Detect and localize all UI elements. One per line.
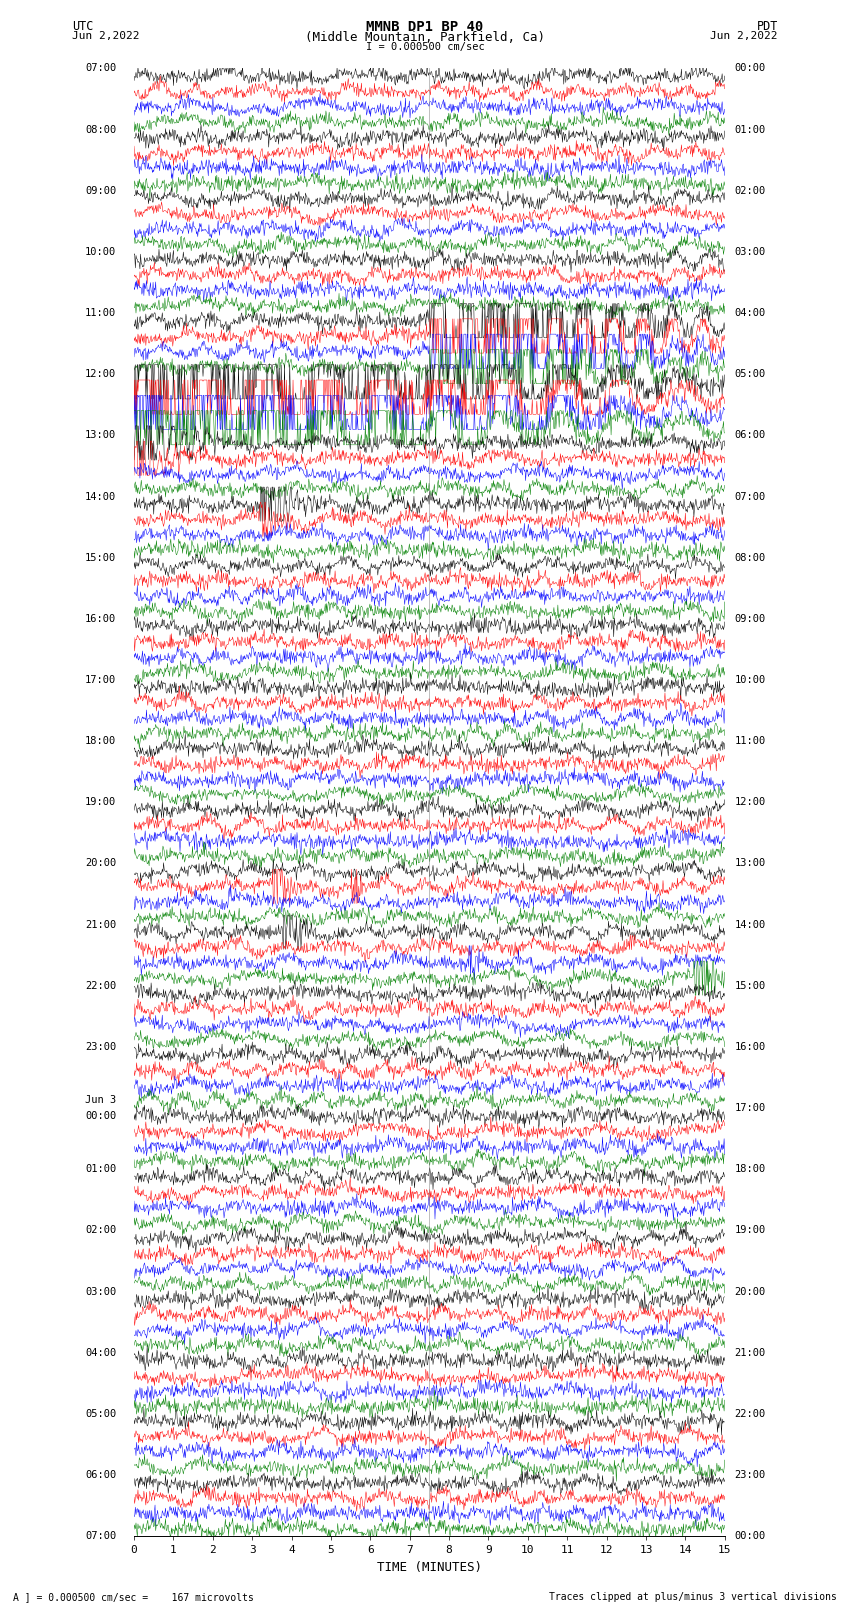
Text: 10:00: 10:00 xyxy=(734,674,766,686)
Text: 04:00: 04:00 xyxy=(734,308,766,318)
Text: 17:00: 17:00 xyxy=(85,674,116,686)
Text: 16:00: 16:00 xyxy=(734,1042,766,1052)
Text: 05:00: 05:00 xyxy=(85,1408,116,1419)
Text: 16:00: 16:00 xyxy=(85,615,116,624)
Text: 00:00: 00:00 xyxy=(734,1531,766,1542)
Text: 19:00: 19:00 xyxy=(734,1226,766,1236)
Text: 23:00: 23:00 xyxy=(734,1469,766,1481)
Text: 07:00: 07:00 xyxy=(85,63,116,73)
Text: 15:00: 15:00 xyxy=(85,553,116,563)
X-axis label: TIME (MINUTES): TIME (MINUTES) xyxy=(377,1561,482,1574)
Text: UTC: UTC xyxy=(72,19,94,34)
Text: 01:00: 01:00 xyxy=(85,1165,116,1174)
Text: 20:00: 20:00 xyxy=(734,1287,766,1297)
Text: 17:00: 17:00 xyxy=(734,1103,766,1113)
Text: 08:00: 08:00 xyxy=(85,124,116,134)
Text: 02:00: 02:00 xyxy=(734,185,766,195)
Text: 23:00: 23:00 xyxy=(85,1042,116,1052)
Text: 00:00: 00:00 xyxy=(85,1111,116,1121)
Text: 13:00: 13:00 xyxy=(734,858,766,868)
Text: Traces clipped at plus/minus 3 vertical divisions: Traces clipped at plus/minus 3 vertical … xyxy=(549,1592,837,1602)
Text: 09:00: 09:00 xyxy=(85,185,116,195)
Text: 19:00: 19:00 xyxy=(85,797,116,806)
Text: Jun 2,2022: Jun 2,2022 xyxy=(72,31,139,40)
Text: 04:00: 04:00 xyxy=(85,1348,116,1358)
Text: 06:00: 06:00 xyxy=(734,431,766,440)
Text: 14:00: 14:00 xyxy=(85,492,116,502)
Text: 02:00: 02:00 xyxy=(85,1226,116,1236)
Text: 21:00: 21:00 xyxy=(85,919,116,929)
Text: 18:00: 18:00 xyxy=(734,1165,766,1174)
Text: 14:00: 14:00 xyxy=(734,919,766,929)
Text: 13:00: 13:00 xyxy=(85,431,116,440)
Text: Jun 3: Jun 3 xyxy=(85,1095,116,1105)
Text: 05:00: 05:00 xyxy=(734,369,766,379)
Text: 22:00: 22:00 xyxy=(85,981,116,990)
Text: 15:00: 15:00 xyxy=(734,981,766,990)
Text: 12:00: 12:00 xyxy=(85,369,116,379)
Text: I = 0.000500 cm/sec: I = 0.000500 cm/sec xyxy=(366,42,484,52)
Text: 01:00: 01:00 xyxy=(734,124,766,134)
Text: 11:00: 11:00 xyxy=(734,736,766,747)
Text: 21:00: 21:00 xyxy=(734,1348,766,1358)
Text: 07:00: 07:00 xyxy=(734,492,766,502)
Text: Jun 2,2022: Jun 2,2022 xyxy=(711,31,778,40)
Text: 00:00: 00:00 xyxy=(734,63,766,73)
Text: 22:00: 22:00 xyxy=(734,1408,766,1419)
Text: 11:00: 11:00 xyxy=(85,308,116,318)
Text: 09:00: 09:00 xyxy=(734,615,766,624)
Text: 07:00: 07:00 xyxy=(85,1531,116,1542)
Text: 03:00: 03:00 xyxy=(734,247,766,256)
Text: 03:00: 03:00 xyxy=(85,1287,116,1297)
Text: 06:00: 06:00 xyxy=(85,1469,116,1481)
Text: 08:00: 08:00 xyxy=(734,553,766,563)
Text: 10:00: 10:00 xyxy=(85,247,116,256)
Text: 20:00: 20:00 xyxy=(85,858,116,868)
Text: A ] = 0.000500 cm/sec =    167 microvolts: A ] = 0.000500 cm/sec = 167 microvolts xyxy=(13,1592,253,1602)
Text: PDT: PDT xyxy=(756,19,778,34)
Text: (Middle Mountain, Parkfield, Ca): (Middle Mountain, Parkfield, Ca) xyxy=(305,31,545,44)
Text: 12:00: 12:00 xyxy=(734,797,766,806)
Text: MMNB DP1 BP 40: MMNB DP1 BP 40 xyxy=(366,19,484,34)
Text: 18:00: 18:00 xyxy=(85,736,116,747)
